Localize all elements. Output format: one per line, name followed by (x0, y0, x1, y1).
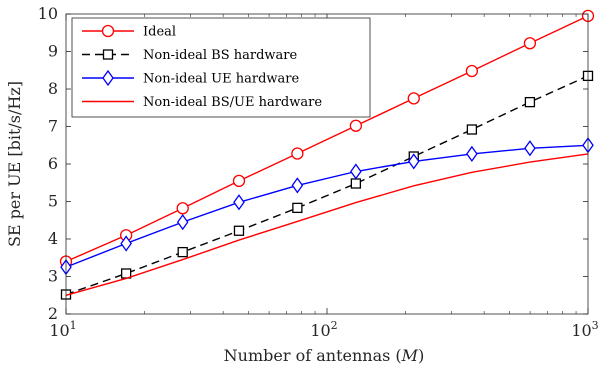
series-2-point (233, 194, 245, 211)
legend-label-0: Ideal (143, 25, 176, 40)
y-axis-label: SE per UE [bit/s/Hz] (5, 81, 24, 247)
series-1-point (524, 96, 536, 108)
series-2-point (350, 163, 362, 180)
legend-label-2: Non-ideal UE hardware (143, 72, 300, 87)
series-line-2 (65, 144, 589, 268)
y-tick-label: 5 (48, 192, 58, 211)
series-2-point (466, 145, 478, 162)
series-line-3 (65, 153, 589, 296)
x-tick-label: 101 (49, 319, 76, 340)
series-0-point (176, 202, 189, 215)
legend-marker-1 (102, 49, 114, 60)
legend: Ideal Non-ideal BS hardware Non-ideal UE h… (71, 17, 371, 118)
legend-label-3: Non-ideal BS/UE hardware (143, 95, 322, 110)
series-2-point (176, 214, 189, 231)
ticks-layer: 2 3 4 5 6 7 8 9 10 101 102 103 (38, 4, 599, 340)
series-0-point (407, 92, 420, 105)
y-tick-label: 9 (48, 42, 58, 61)
legend-label-1: Non-ideal BS hardware (143, 48, 298, 63)
series-layer (59, 9, 595, 300)
series-0-point (523, 37, 537, 50)
y-tick-label: 7 (48, 117, 58, 136)
series-2-point (524, 140, 536, 157)
series-0-point (465, 64, 479, 78)
y-tick-label: 4 (48, 229, 58, 248)
axes-layer (65, 13, 589, 315)
series-1-point (177, 246, 188, 258)
series-1-point (350, 178, 362, 189)
legend-marker-2 (102, 69, 114, 87)
series-line-0 (65, 15, 589, 263)
series-0-point (232, 174, 246, 188)
series-0-point (291, 147, 304, 160)
series-2-point (120, 235, 132, 252)
x-tick-label: 102 (310, 319, 337, 340)
y-tick-label: 6 (48, 154, 58, 173)
series-1-point (466, 124, 478, 135)
series-line-1 (65, 75, 589, 296)
y-tick-label: 8 (48, 79, 58, 98)
y-tick-label: 2 (48, 304, 58, 323)
series-1-point (292, 202, 303, 214)
x-axis-label: Number of antennas (M) (224, 346, 425, 365)
x-tick-label: 103 (571, 319, 598, 340)
series-2-point (407, 153, 420, 170)
series-2-point (291, 177, 304, 194)
y-tick-label: 3 (48, 267, 58, 286)
series-1-point (233, 225, 245, 236)
series-0-point (349, 119, 363, 132)
y-tick-label: 10 (38, 4, 58, 23)
legend-marker-0 (101, 24, 115, 38)
legend-box (71, 17, 371, 118)
